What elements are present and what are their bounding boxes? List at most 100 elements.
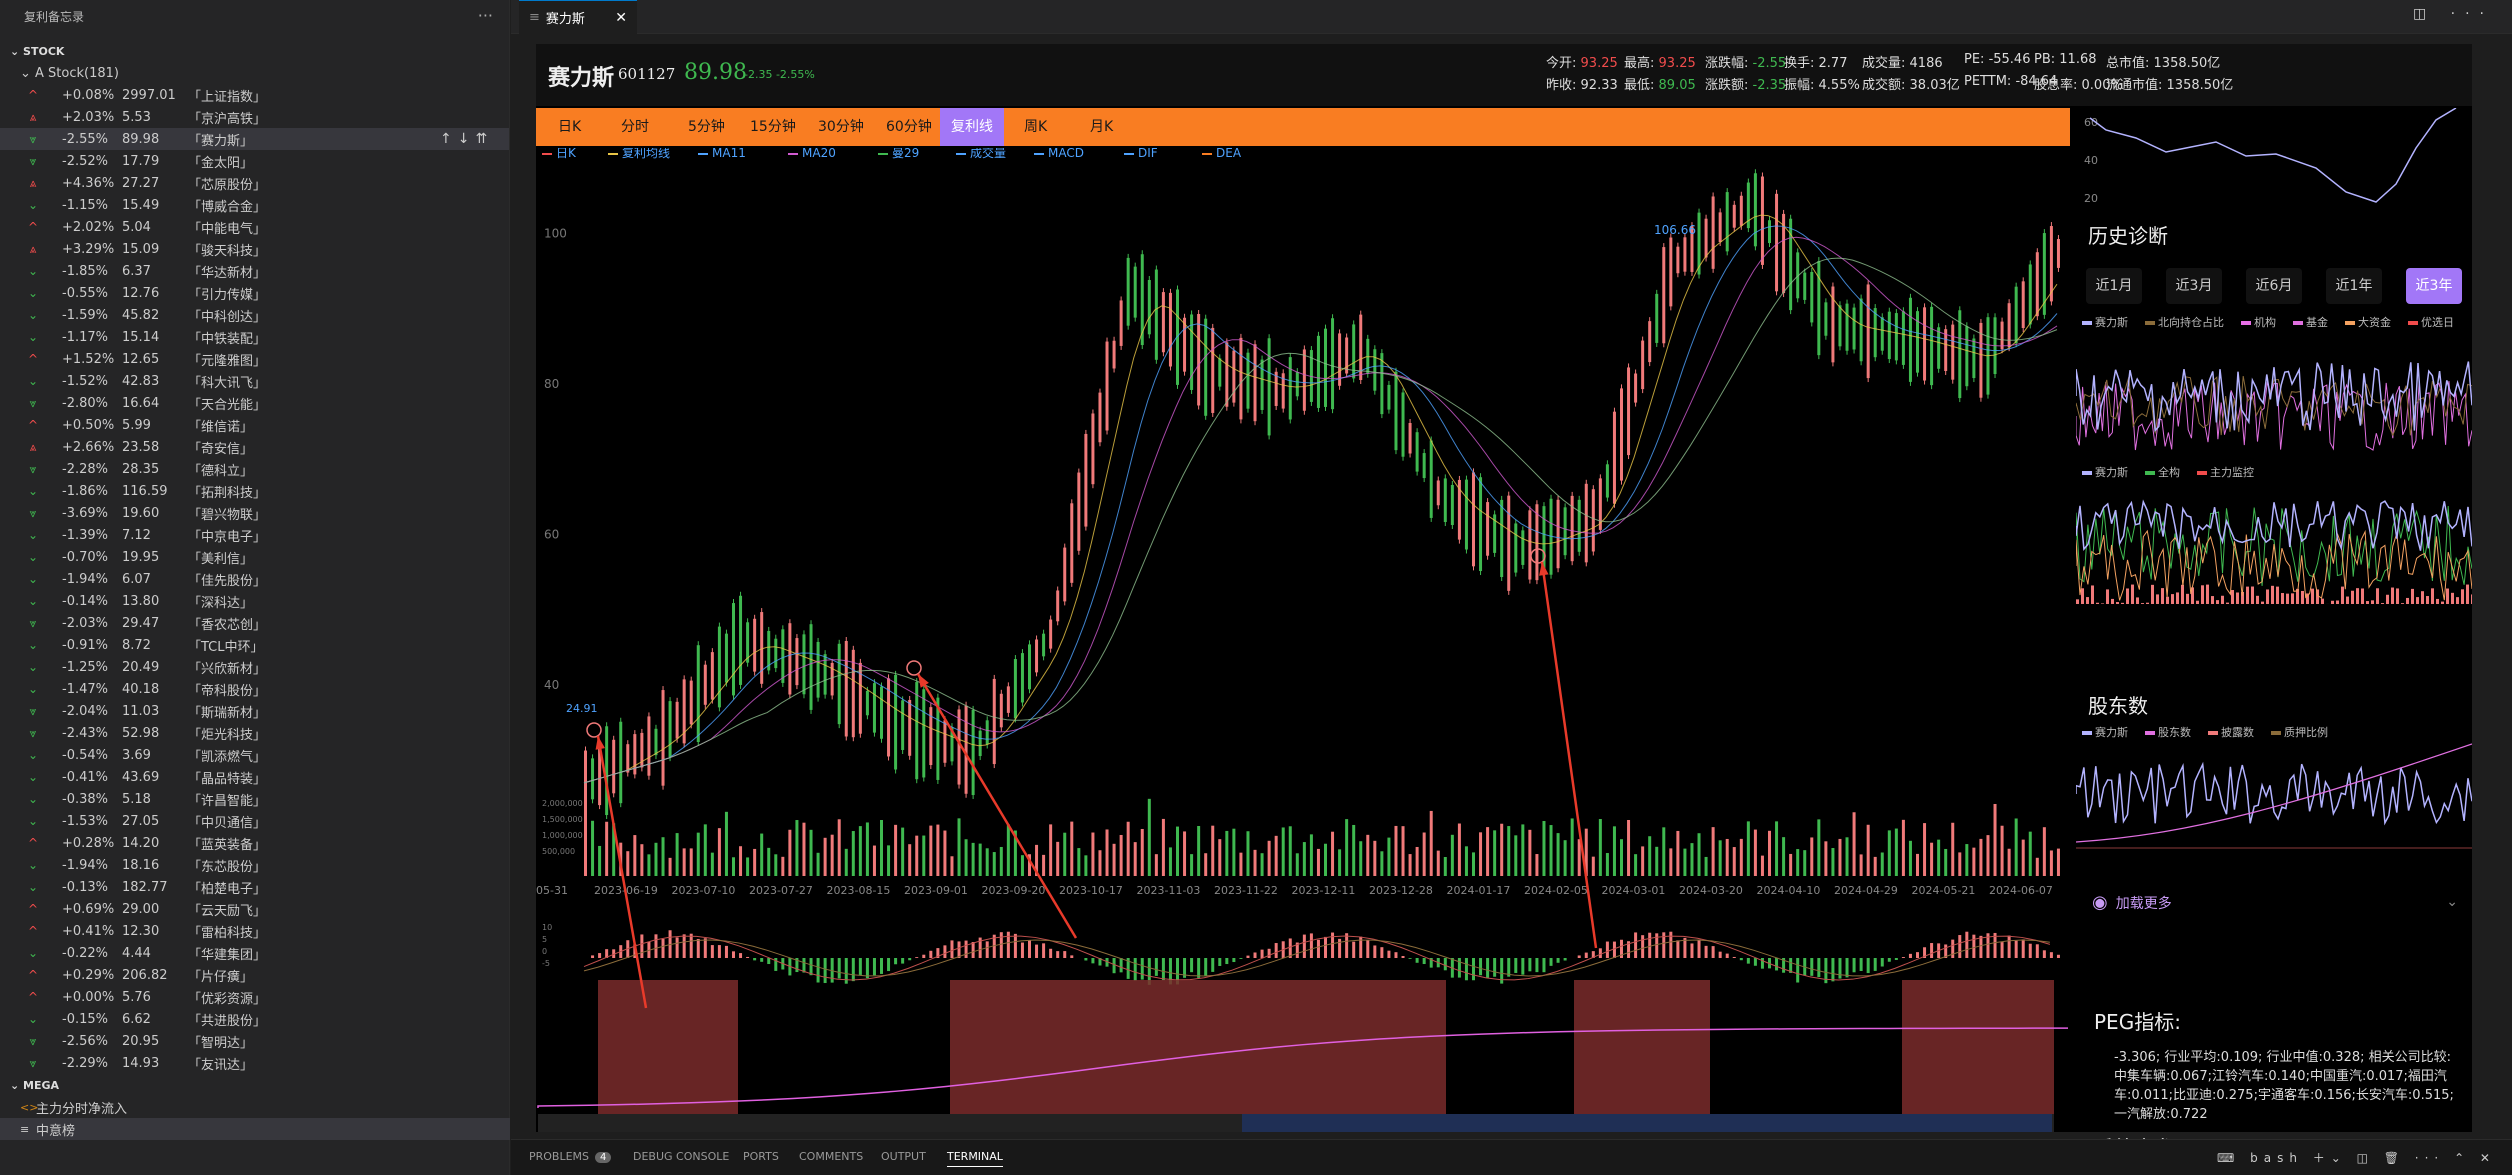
stock-row[interactable]: ⩔ -2.29% 14.93 「友讯达」 (0, 1052, 509, 1074)
period-tab[interactable]: 60分钟 (886, 119, 932, 135)
stock-row[interactable]: ⩔ -2.55% 89.98 「赛力斯」 ↑↓⇈ (0, 128, 509, 150)
period-tab[interactable]: 分时 (621, 119, 649, 135)
stock-row[interactable]: ⌄ -1.94% 18.16 「东芯股份」 (0, 854, 509, 876)
right-pane: 60 40 20 历史诊断 近1月 近3月 近6月 近1年 近3年 赛力斯 北向持仓占比 机构 基… (2076, 108, 2472, 1160)
section-stock[interactable]: ⌄ STOCK (10, 44, 65, 58)
stock-row[interactable]: ⩓ +3.29% 15.09 「骏天科技」 (0, 238, 509, 260)
panel-tab[interactable]: PROBLEMS 4 (529, 1150, 612, 1163)
stock-row[interactable]: ⌄ -0.38% 5.18 「许昌智能」 (0, 788, 509, 810)
stock-row[interactable]: ⌄ -1.59% 45.82 「中科创达」 (0, 304, 509, 326)
stock-row[interactable]: ⌄ -0.41% 43.69 「晶品特装」 (0, 766, 509, 788)
stock-row[interactable]: ⌄ -1.52% 42.83 「科大讯飞」 (0, 370, 509, 392)
stock-row[interactable]: ⩓ +2.03% 5.53 「京沪高铁」 (0, 106, 509, 128)
panel-tab[interactable]: TERMINAL (947, 1150, 1003, 1167)
flow-bar (2121, 602, 2124, 604)
period-tab[interactable]: 周K (1024, 119, 1048, 135)
stock-row[interactable]: ⌄ -1.94% 6.07 「佳先股份」 (0, 568, 509, 590)
period-tab[interactable]: 15分钟 (750, 119, 796, 135)
stock-row[interactable]: ⩔ -2.04% 11.03 「斯瑞新材」 (0, 700, 509, 722)
load-more-button[interactable]: ◉ 加载更多 (2092, 892, 2172, 913)
mega-item-flow[interactable]: <> 主力分时净流入 (20, 1100, 128, 1117)
stock-row[interactable]: ⌄ -1.85% 6.37 「华达新材」 (0, 260, 509, 282)
panel-tab[interactable]: DEBUG CONSOLE (633, 1150, 730, 1163)
terminal-tools[interactable]: ⌨ bash ＋⌄ ◫ 🗑 ··· ⌃ ✕ (2216, 1151, 2496, 1165)
period-tab[interactable]: 5分钟 (688, 119, 725, 135)
tab-stock[interactable]: ≡ 赛力斯 ✕ (519, 0, 637, 34)
flow-bar (2261, 601, 2264, 604)
stock-row[interactable]: ^ +0.50% 5.99 「维信诺」 (0, 414, 509, 436)
panel-tab[interactable]: PORTS (743, 1150, 779, 1163)
period-tab[interactable]: 复利线 (940, 108, 1004, 146)
stock-row[interactable]: ⌄ -0.55% 12.76 「引力传媒」 (0, 282, 509, 304)
stock-row[interactable]: ⌄ -1.15% 15.49 「博威合金」 (0, 194, 509, 216)
stock-row[interactable]: ⌄ -0.70% 19.95 「美利信」 (0, 546, 509, 568)
stock-row[interactable]: ⩔ -2.03% 29.47 「香农芯创」 (0, 612, 509, 634)
close-icon[interactable]: ✕ (615, 9, 627, 26)
candle-body (1838, 305, 1842, 347)
stock-row[interactable]: ⌄ -0.22% 4.44 「华建集团」 (0, 942, 509, 964)
chevron-down-icon[interactable]: ⌄ (2446, 894, 2458, 910)
stock-change-pct: -0.91% (62, 637, 108, 653)
stock-row[interactable]: ⩔ -2.80% 16.64 「天合光能」 (0, 392, 509, 414)
diag-period-button[interactable]: 近1年 (2326, 268, 2382, 304)
stock-row[interactable]: ⩔ -2.56% 20.95 「智明达」 (0, 1030, 509, 1052)
stock-row[interactable]: ⩓ +4.36% 27.27 「芯原股份」 (0, 172, 509, 194)
stock-row[interactable]: ^ +0.00% 5.76 「优彩资源」 (0, 986, 509, 1008)
stock-row[interactable]: ⌄ -1.25% 20.49 「兴欣新材」 (0, 656, 509, 678)
more-icon[interactable]: ··· (477, 6, 493, 25)
stock-row[interactable]: ⌄ -1.53% 27.05 「中贝通信」 (0, 810, 509, 832)
navigator-window[interactable] (1242, 1114, 2052, 1132)
candle-body (1768, 220, 1771, 244)
stock-row[interactable]: ⌄ -0.13% 182.77 「柏楚电子」 (0, 876, 509, 898)
macd-bar (1951, 939, 1955, 958)
stock-row[interactable]: ^ +0.08% 2997.01 「上证指数」 (0, 84, 509, 106)
diag-period-button[interactable]: 近3年 (2406, 268, 2462, 304)
split-editor-icon[interactable]: ◫ ··· (2412, 6, 2494, 22)
volume-bar (753, 848, 757, 876)
period-tab[interactable]: 30分钟 (818, 119, 864, 135)
stock-row[interactable]: ⩓ +2.66% 23.58 「奇安信」 (0, 436, 509, 458)
candle-body (1309, 350, 1313, 402)
stock-change-pct: +0.00% (62, 989, 115, 1005)
volume-bar (781, 856, 785, 876)
stock-row[interactable]: ^ +0.41% 12.30 「雷柏科技」 (0, 920, 509, 942)
section-mega[interactable]: ⌄ MEGA (10, 1078, 60, 1092)
stock-row[interactable]: ^ +1.52% 12.65 「元隆雅图」 (0, 348, 509, 370)
stock-row[interactable]: ^ +0.28% 14.20 「蓝英装备」 (0, 832, 509, 854)
diag-period-button[interactable]: 近3月 (2166, 268, 2222, 304)
stock-row[interactable]: ⩔ -2.43% 52.98 「炬光科技」 (0, 722, 509, 744)
legend-item: 主力监控 (2197, 464, 2254, 480)
stock-row[interactable]: ⩔ -2.28% 28.35 「德科立」 (0, 458, 509, 480)
diag-chart-2 (2076, 499, 2472, 604)
diag-period-button[interactable]: 近6月 (2246, 268, 2302, 304)
stock-row[interactable]: ⩔ -2.52% 17.79 「金太阳」 (0, 150, 509, 172)
candle-body (901, 700, 905, 750)
candle-body (2028, 264, 2032, 325)
stock-row[interactable]: ⌄ -0.15% 6.62 「共进股份」 (0, 1008, 509, 1030)
stock-row[interactable]: ⩔ -3.69% 19.60 「碧兴物联」 (0, 502, 509, 524)
diag-period-button[interactable]: 近1月 (2086, 268, 2142, 304)
stock-row[interactable]: ^ +2.02% 5.04 「中能电气」 (0, 216, 509, 238)
legend-item: 日K (556, 148, 577, 160)
stock-row[interactable]: ^ +0.69% 29.00 「云天励飞」 (0, 898, 509, 920)
chevron-down-icon: ⌄ (10, 44, 24, 58)
mega-item-rank[interactable]: ≡ 中意榜 (0, 1118, 510, 1140)
volume-bar (1345, 819, 1349, 876)
stock-row[interactable]: ^ +0.29% 206.82 「片仔癀」 (0, 964, 509, 986)
group-a-stock[interactable]: ⌄ A Stock(181) (20, 65, 119, 81)
stock-row[interactable]: ⌄ -0.91% 8.72 「TCL中环」 (0, 634, 509, 656)
stock-row[interactable]: ⌄ -0.54% 3.69 「凯添燃气」 (0, 744, 509, 766)
period-tab[interactable]: 月K (1090, 119, 1114, 135)
flow-bar (2306, 593, 2309, 604)
panel-tab[interactable]: COMMENTS (799, 1150, 864, 1163)
volume-bar (1457, 823, 1461, 876)
quote-item: 涨跌额: -2.35 (1705, 74, 1786, 93)
period-tab[interactable]: 日K (558, 119, 582, 135)
stock-row[interactable]: ⌄ -1.86% 116.59 「拓荆科技」 (0, 480, 509, 502)
stock-row[interactable]: ⌄ -1.17% 15.14 「中铁装配」 (0, 326, 509, 348)
stock-row[interactable]: ⌄ -0.14% 13.80 「深科达」 (0, 590, 509, 612)
panel-tab[interactable]: OUTPUT (881, 1150, 926, 1163)
stock-row[interactable]: ⌄ -1.39% 7.12 「中京电子」 (0, 524, 509, 546)
stock-row[interactable]: ⌄ -1.47% 40.18 「帝科股份」 (0, 678, 509, 700)
move-actions[interactable]: ↑↓⇈ (440, 131, 494, 147)
